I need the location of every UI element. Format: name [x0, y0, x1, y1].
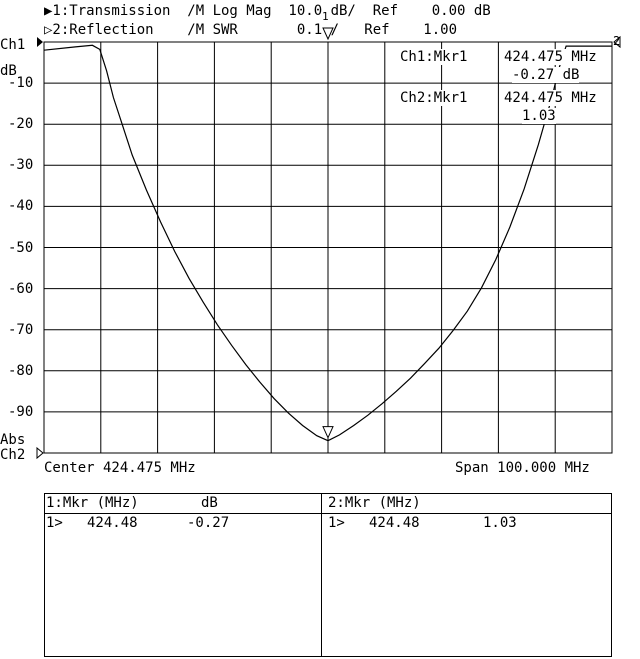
- ch1-marker-label: Ch1:Mkr1: [400, 49, 468, 65]
- ch1-setup-line: ▶1:Transmission /M Log Mag 10.0 dB/ Ref …: [44, 3, 491, 19]
- marker-number-label: 1: [322, 10, 329, 23]
- ch2-setup-line: ▷2:Reflection /M SWR 0.1 / Ref 1.00: [44, 22, 458, 38]
- marker-layer: [322, 27, 334, 439]
- abs-label: Abs: [0, 432, 26, 448]
- marker-table-header: [45, 494, 611, 514]
- y-tick-label: -60: [8, 280, 34, 297]
- ch1-marker-value: -0.27 dB: [512, 67, 580, 83]
- marker-triangle: [322, 426, 334, 439]
- ch2-marker-value: 1.03: [522, 108, 556, 124]
- ch1-table-row-frequency: 424.48: [87, 515, 138, 531]
- y-tick-label: -90: [8, 403, 34, 420]
- y-tick-label: -40: [8, 198, 34, 215]
- ch1-table-header-marker: 1:Mkr (MHz): [46, 495, 139, 511]
- y-tick-label: -50: [8, 239, 34, 256]
- ch2-right-reference-arrow: [613, 35, 621, 49]
- ch2-table-row-frequency: 424.48: [369, 515, 420, 531]
- center-frequency: Center 424.475 MHz: [44, 460, 196, 476]
- plot-grid: [36, 35, 621, 460]
- ch2-label: Ch2: [0, 447, 26, 463]
- ch2-marker-label: Ch2:Mkr1: [400, 90, 468, 106]
- marker-table: 1:Mkr (MHz) dB 1> 424.48 -0.27 2:Mkr (MH…: [44, 493, 612, 657]
- trace-1-transmission: [43, 44, 612, 442]
- ch2-table-header-marker: 2:Mkr (MHz): [328, 495, 421, 511]
- ch1-table-row-id: 1>: [46, 515, 63, 531]
- ch1-label: Ch1: [0, 37, 26, 53]
- ch2-table-row-value: 1.03: [483, 515, 517, 531]
- ch2-reference-label: 2: [613, 34, 621, 48]
- marker-table-divider: [321, 494, 322, 656]
- y-tick-label: -20: [8, 116, 34, 133]
- marker-top-indicator: [322, 27, 334, 41]
- y-tick-label: -30: [8, 157, 34, 174]
- span-frequency: Span 100.000 MHz: [455, 460, 590, 476]
- y-unit-label: dB: [0, 63, 17, 79]
- y-tick-label: -10: [8, 75, 34, 92]
- y-tick-label: -80: [8, 362, 34, 379]
- ch1-marker-frequency: 424.475 MHz: [504, 49, 597, 65]
- ch1-table-header-unit: dB: [201, 495, 218, 511]
- y-tick-label: -70: [8, 321, 34, 338]
- ch1-table-row-value: -0.27: [187, 515, 230, 531]
- ch1-reference-arrow: [37, 37, 43, 47]
- ch2-table-row-id: 1>: [328, 515, 345, 531]
- ch2-marker-frequency: 424.475 MHz: [504, 90, 597, 106]
- trace-layer: [43, 44, 612, 442]
- ch2-reference-arrow: [36, 446, 44, 460]
